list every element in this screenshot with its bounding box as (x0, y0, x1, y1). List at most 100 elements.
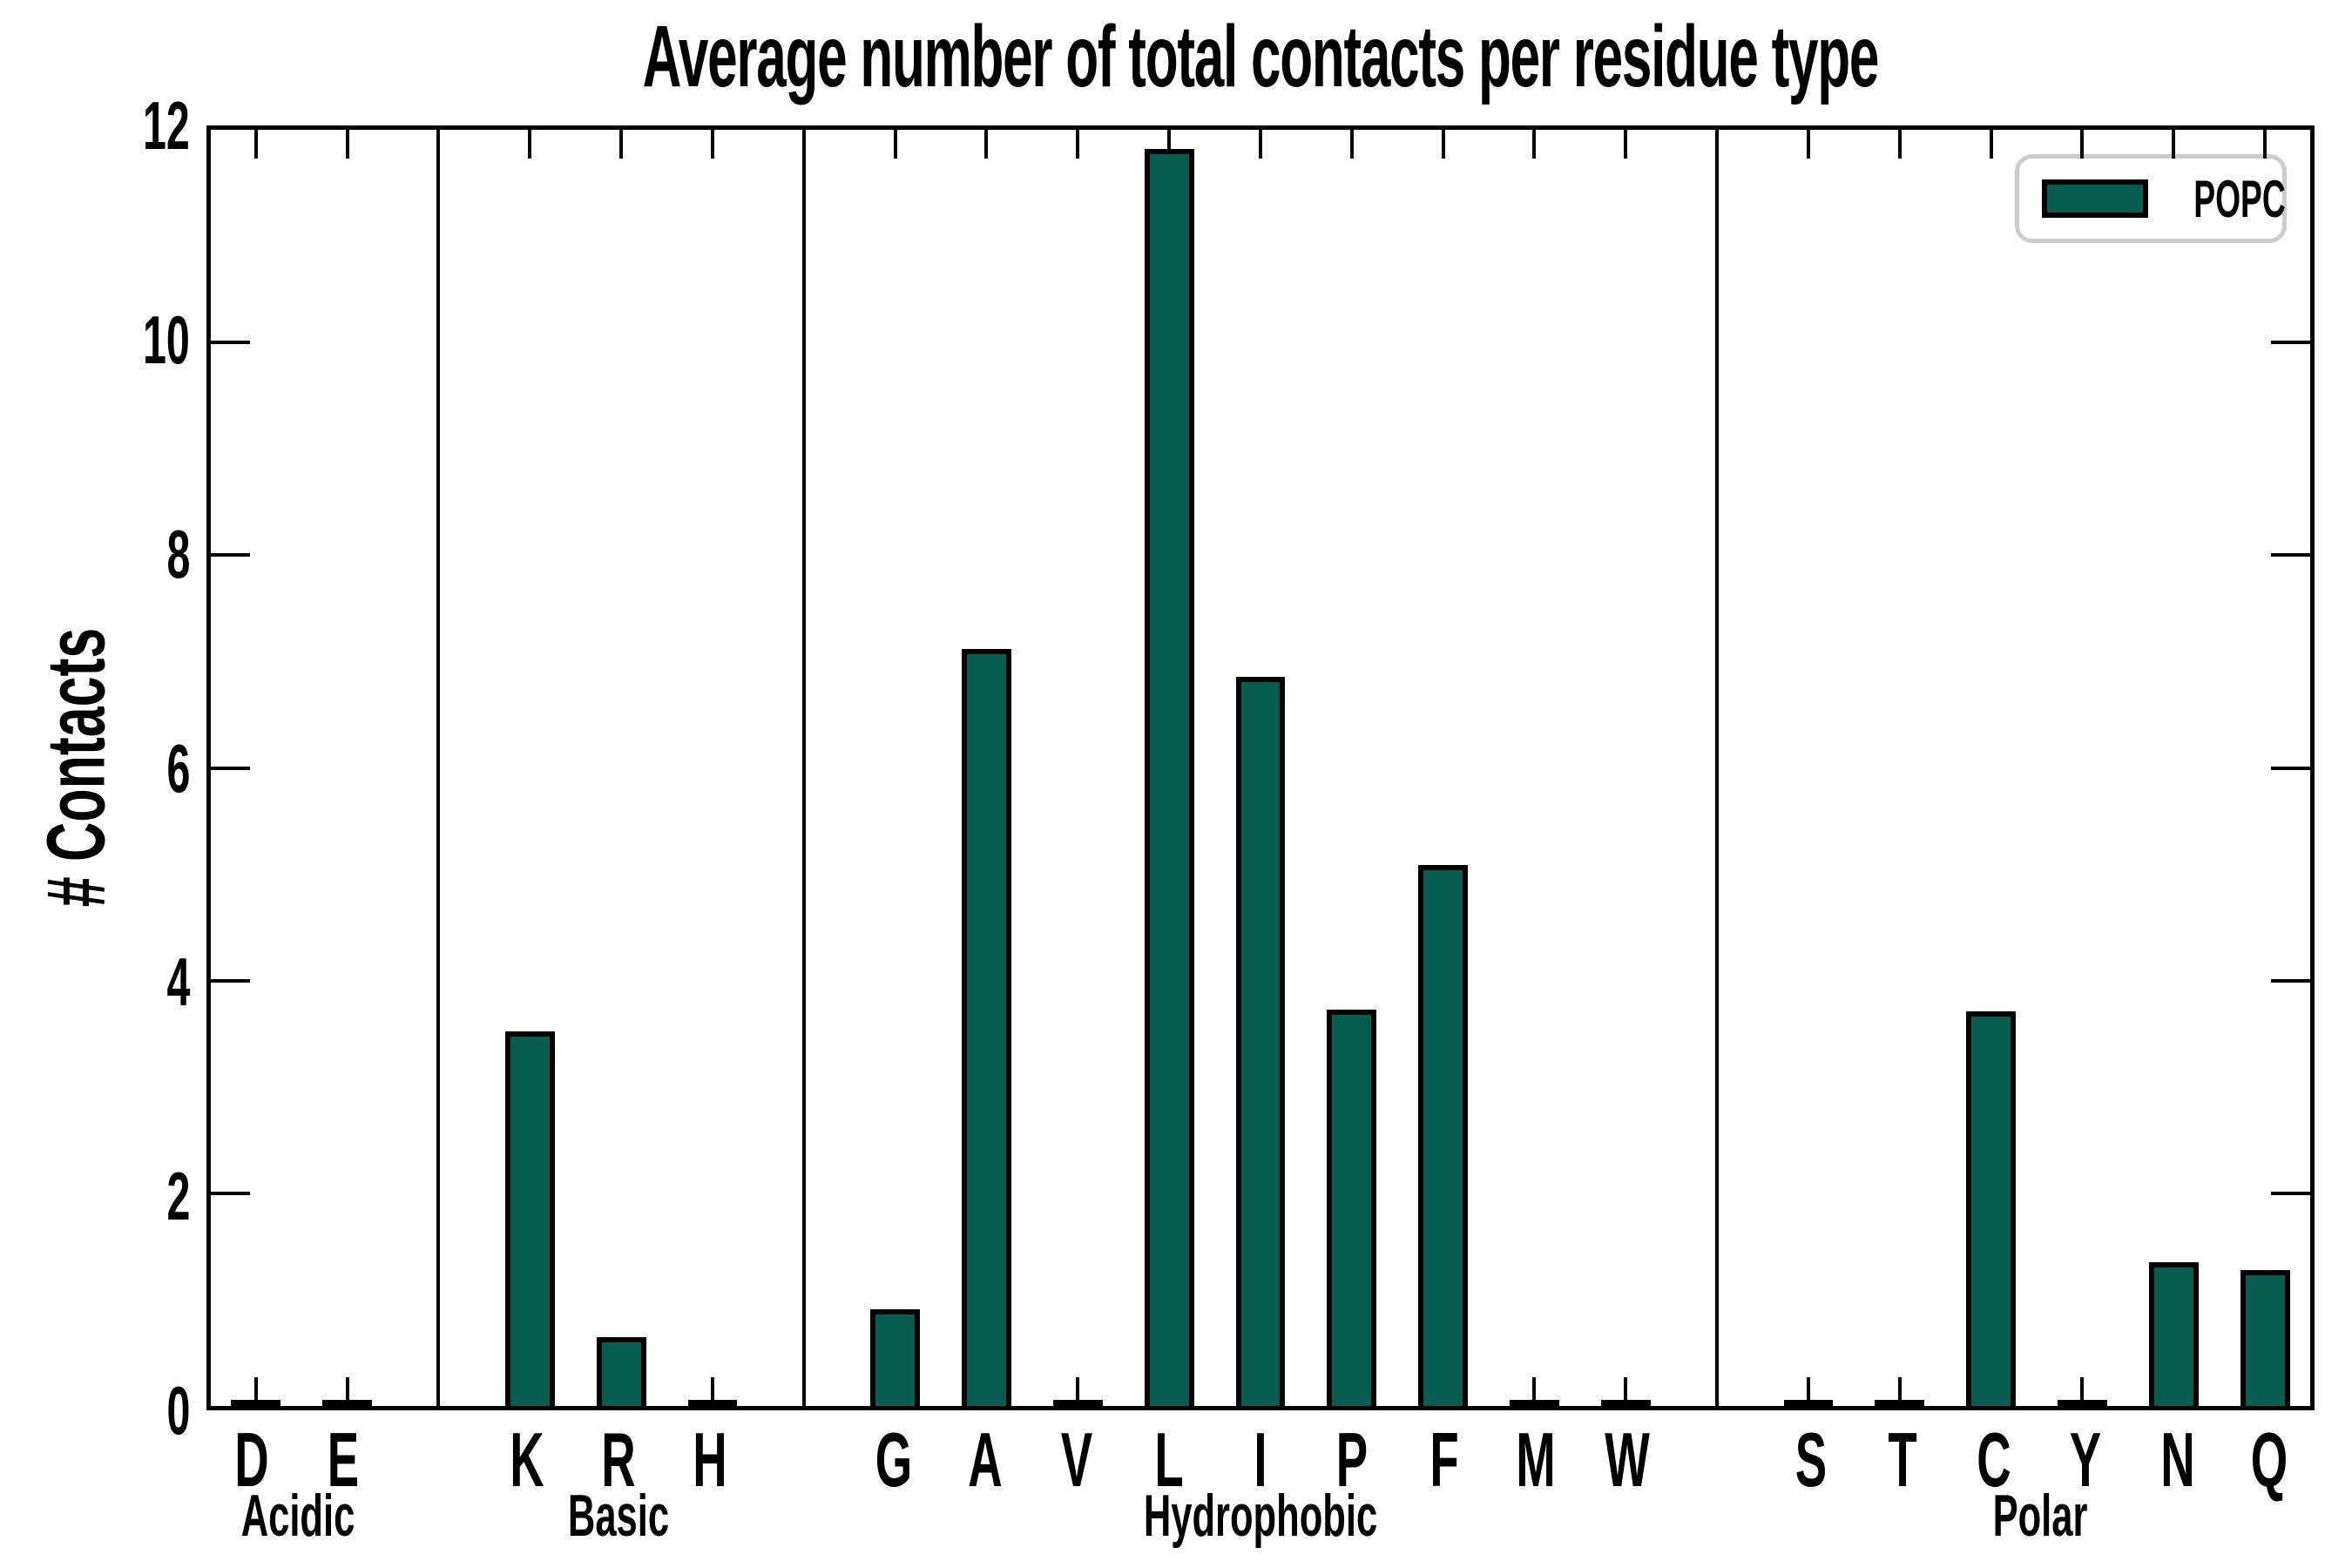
x-tick-bottom-T (1897, 1377, 1902, 1406)
y-tick-label-0: 0 (0, 1376, 190, 1444)
bar-V-zero (1052, 1400, 1103, 1406)
y-tick-label-text-8: 8 (166, 515, 190, 592)
x-tick-top-I (1258, 130, 1262, 159)
bar-A (962, 648, 1011, 1406)
x-tick-label-text-P: P (1336, 1416, 1369, 1503)
x-tick-label-text-F: F (1429, 1416, 1459, 1503)
x-tick-top-C (1989, 130, 1993, 159)
x-tick-bottom-E (345, 1377, 349, 1406)
group-divider-line (436, 130, 441, 1406)
x-tick-label-text-I: I (1254, 1416, 1267, 1503)
y-tick-label-text-0: 0 (166, 1372, 190, 1449)
x-tick-top-N (2172, 130, 2176, 159)
plot-area: POPC (206, 125, 2315, 1410)
x-tick-top-S (1806, 130, 1810, 159)
y-tick-right-10 (2271, 341, 2310, 345)
x-tick-label-text-C: C (1977, 1416, 2011, 1503)
y-tick-left-8 (211, 553, 250, 558)
y-tick-label-2: 2 (0, 1162, 190, 1230)
chart-title-text: Average number of total contacts per res… (642, 8, 1880, 105)
x-tick-top-F (1441, 130, 1445, 159)
x-tick-label-text-Q: Q (2250, 1416, 2288, 1503)
x-tick-top-V (1076, 130, 1080, 159)
x-tick-label-text-G: G (875, 1416, 913, 1503)
bar-Q (2240, 1269, 2290, 1406)
y-tick-label-10: 10 (0, 306, 190, 374)
x-tick-bottom-Y (2080, 1377, 2085, 1406)
bar-G (870, 1308, 920, 1406)
bar-E-zero (322, 1400, 372, 1406)
y-tick-left-4 (211, 978, 250, 983)
y-tick-right-4 (2271, 978, 2310, 983)
legend: POPC (2015, 154, 2287, 243)
x-tick-label-text-W: W (1605, 1416, 1650, 1503)
bar-C (1966, 1011, 2017, 1406)
x-tick-label-text-K: K (510, 1416, 544, 1503)
bar-I (1235, 676, 1286, 1406)
legend-swatch-popc (2042, 179, 2148, 218)
y-tick-label-text-12: 12 (143, 87, 190, 164)
x-tick-bottom-S (1806, 1377, 1810, 1406)
bar-F (1418, 864, 1469, 1406)
y-tick-left-2 (211, 1191, 250, 1195)
x-tick-top-E (345, 130, 349, 159)
x-tick-label-text-V: V (1061, 1416, 1093, 1503)
x-tick-bottom-D (253, 1377, 258, 1406)
x-tick-top-K (528, 130, 532, 159)
group-divider-line (801, 130, 806, 1406)
bar-Y-zero (2058, 1400, 2107, 1406)
y-tick-label-8: 8 (0, 520, 190, 588)
x-tick-top-D (253, 130, 258, 159)
x-tick-bottom-M (1532, 1377, 1537, 1406)
x-tick-label-text-M: M (1516, 1416, 1556, 1503)
y-tick-right-2 (2271, 1191, 2310, 1195)
bar-D-zero (231, 1400, 281, 1406)
x-tick-top-W (1624, 130, 1628, 159)
x-tick-bottom-V (1076, 1377, 1080, 1406)
x-tick-label-text-R: R (601, 1416, 636, 1503)
y-tick-left-6 (211, 766, 250, 770)
y-tick-left-10 (211, 341, 250, 345)
x-tick-top-L (1167, 130, 1172, 159)
bar-P (1327, 1009, 1377, 1406)
x-tick-top-P (1349, 130, 1354, 159)
x-tick-top-R (619, 130, 624, 159)
legend-label: POPC (2193, 169, 2286, 228)
bar-K (504, 1031, 555, 1406)
bar-L (1144, 148, 1194, 1406)
bar-M-zero (1510, 1400, 1559, 1406)
bar-N (2148, 1262, 2199, 1406)
y-tick-right-8 (2271, 553, 2310, 558)
x-tick-label-text-Y: Y (2070, 1416, 2102, 1503)
y-tick-label-text-2: 2 (166, 1158, 190, 1235)
x-tick-label-text-S: S (1794, 1416, 1827, 1503)
x-tick-label-text-L: L (1154, 1416, 1184, 1503)
bar-W-zero (1600, 1400, 1651, 1406)
x-tick-bottom-H (710, 1377, 714, 1406)
y-tick-right-6 (2271, 766, 2310, 770)
x-tick-label-text-D: D (234, 1416, 269, 1503)
group-label-text-polar: Polar (1992, 1483, 2088, 1549)
bar-H-zero (687, 1400, 738, 1406)
x-tick-label-text-A: A (968, 1416, 1003, 1503)
bar-S-zero (1783, 1400, 1834, 1406)
y-tick-label-4: 4 (0, 948, 190, 1016)
group-label-text-acidic: Acidic (240, 1483, 355, 1549)
x-tick-label-text-H: H (693, 1416, 728, 1503)
group-label-text-basic: Basic (568, 1483, 670, 1549)
group-divider-line (1715, 130, 1720, 1406)
x-tick-label-text-E: E (328, 1416, 360, 1503)
y-tick-label-6: 6 (0, 734, 190, 802)
x-tick-top-M (1532, 130, 1537, 159)
x-tick-top-Y (2080, 130, 2085, 159)
x-tick-top-G (893, 130, 897, 159)
bar-T-zero (1875, 1400, 1925, 1406)
x-tick-top-H (710, 130, 714, 159)
x-tick-label-text-T: T (1888, 1416, 1917, 1503)
x-tick-top-A (984, 130, 989, 159)
y-tick-label-text-6: 6 (166, 729, 190, 807)
group-label-text-hydrophobic: Hydrophobic (1143, 1483, 1378, 1549)
x-tick-top-T (1897, 130, 1902, 159)
x-tick-label-text-N: N (2159, 1416, 2195, 1503)
